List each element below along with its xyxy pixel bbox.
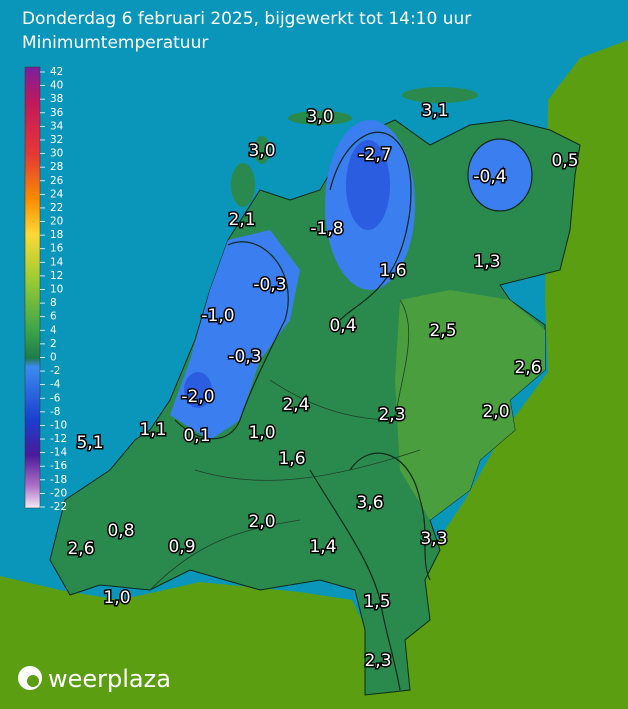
station-value: 1,6	[278, 449, 305, 469]
cold-zone-south-west	[184, 372, 212, 408]
legend-label: 8	[50, 297, 57, 309]
legend-label: 20	[50, 216, 63, 228]
station-value: 2,4	[282, 395, 309, 415]
station-value: 1,1	[139, 420, 166, 440]
netherlands	[49, 119, 581, 696]
station-value: 2,3	[364, 651, 391, 671]
legend-label: 28	[50, 161, 63, 173]
station-value: 3,0	[306, 107, 333, 127]
legend-label: -10	[50, 419, 67, 431]
station-value: 1,0	[248, 423, 275, 443]
island	[288, 111, 352, 125]
isotherm	[329, 131, 412, 321]
legend-label: 24	[50, 188, 64, 200]
legend-label: 16	[50, 243, 64, 255]
station-value: -1,8	[310, 219, 343, 239]
station-value: 0,8	[107, 521, 134, 541]
station-value: 0,1	[183, 426, 210, 446]
station-value: -0,3	[253, 275, 286, 295]
legend-label: 36	[50, 107, 64, 119]
legend-label: -14	[50, 447, 67, 459]
station-value: 2,5	[429, 321, 456, 341]
legend-label: 22	[50, 202, 63, 214]
legend-label: -6	[50, 392, 61, 404]
island	[254, 136, 270, 164]
legend-label: -4	[50, 379, 61, 391]
legend-label: 0	[50, 351, 57, 363]
station-value: 5,1	[76, 433, 103, 453]
station-value: -0,4	[473, 167, 506, 187]
cold-zone-center-inner	[346, 140, 390, 230]
station-value: -2,7	[358, 145, 391, 165]
station-value: 3,6	[356, 493, 383, 513]
legend-bar	[24, 66, 41, 509]
island	[402, 87, 478, 103]
logo-icon-inner	[27, 675, 39, 687]
legend-label: -16	[50, 460, 67, 472]
station-value: 3,1	[421, 101, 448, 121]
title: Donderdag 6 februari 2025, bijgewerkt to…	[22, 9, 471, 29]
legend-label: 26	[50, 175, 64, 187]
station-value: 2,3	[378, 405, 405, 425]
cold-zone-northeast	[468, 139, 532, 211]
isotherm	[467, 138, 533, 212]
station-value: -2,0	[181, 387, 214, 407]
legend-label: -8	[50, 406, 60, 418]
station-value: 2,0	[482, 402, 509, 422]
station-value: -0,3	[228, 347, 261, 367]
station-value: 1,5	[363, 592, 390, 612]
legend-label: 34	[50, 120, 64, 132]
legend-label: -18	[50, 474, 67, 486]
station-value: 0,9	[168, 537, 195, 557]
station-value: 2,0	[248, 512, 275, 532]
legend-label: 6	[50, 311, 57, 323]
station-value: 1,0	[103, 588, 130, 608]
station-value: 3,0	[248, 141, 275, 161]
isotherm	[309, 469, 401, 691]
legend-label: -22	[50, 501, 67, 513]
province-border	[149, 299, 421, 591]
station-value: 0,5	[551, 151, 578, 171]
legend-label: 12	[50, 270, 63, 282]
brand: weerplaza	[48, 665, 171, 693]
warm-zone	[395, 290, 545, 520]
isotherm	[174, 241, 289, 440]
legend-label: 10	[50, 284, 63, 296]
subtitle: Minimumtemperatuur	[22, 33, 208, 53]
station-value: 2,6	[514, 358, 541, 378]
legend-label: 30	[50, 148, 63, 160]
legend-label: 2	[50, 338, 57, 350]
legend-label: 32	[50, 134, 63, 146]
station-value: 2,6	[67, 539, 94, 559]
legend-label: 18	[50, 229, 63, 241]
legend-label: 40	[50, 80, 63, 92]
legend-label: 14	[50, 256, 64, 268]
legend-label: -20	[50, 487, 67, 499]
legend-label: 38	[50, 93, 63, 105]
station-value: 1,4	[309, 537, 336, 557]
legend-label: 4	[50, 324, 57, 336]
station-value: 1,3	[473, 252, 500, 272]
station-value: -1,0	[201, 306, 234, 326]
legend-label: 42	[50, 66, 63, 78]
legend-label: -12	[50, 433, 67, 445]
island	[231, 163, 255, 207]
station-value: 2,1	[228, 210, 255, 230]
land-abroad	[0, 40, 628, 709]
isotherm	[349, 452, 431, 581]
legend-label: -2	[50, 365, 60, 377]
station-value: 0,4	[329, 316, 356, 336]
station-value: 1,6	[379, 261, 406, 281]
station-value: 3,3	[420, 529, 447, 549]
